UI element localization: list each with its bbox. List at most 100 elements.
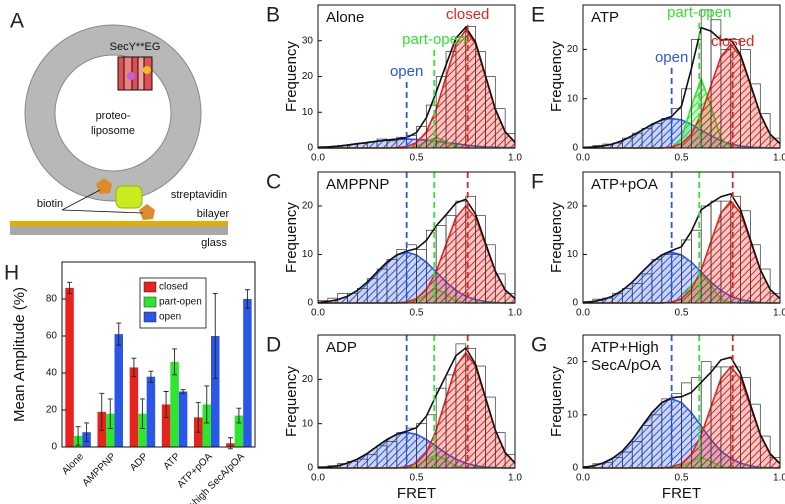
- bar: [178, 391, 188, 447]
- y-axis-label: Frequency: [548, 41, 565, 112]
- protein-helix: [137, 56, 145, 91]
- panel-letter: D: [266, 334, 281, 357]
- bar: [146, 376, 156, 447]
- x-tick-label: 0.0: [576, 153, 590, 164]
- pointer: [61, 209, 144, 214]
- bar: [161, 404, 171, 447]
- glass: [10, 226, 228, 235]
- error-bar: [131, 357, 137, 378]
- x-axis-label: FRET: [662, 485, 701, 502]
- error-bar: [67, 281, 73, 294]
- error-bar: [84, 422, 90, 442]
- y-tick-label: 20: [302, 201, 314, 212]
- biotin-label: biotin: [37, 198, 63, 210]
- y-tick-label: 20: [567, 356, 579, 367]
- error-bar: [236, 407, 242, 424]
- bar: [202, 404, 211, 447]
- biotin: [139, 204, 155, 220]
- state-label: closed: [446, 6, 489, 23]
- x-tick-label: ATP: [162, 451, 183, 472]
- y-tick-label: 10: [567, 93, 579, 104]
- x-tick-label: 0.5: [410, 308, 424, 319]
- streptavidin: [115, 185, 143, 209]
- x-tick-label: 0.0: [576, 473, 590, 484]
- legend-swatch: [143, 311, 157, 323]
- fit-total: [582, 192, 781, 304]
- bar: [129, 367, 139, 447]
- error-bar: [163, 391, 169, 418]
- y-tick-label: 20: [567, 44, 579, 55]
- bar: [234, 415, 244, 447]
- state-label: open: [390, 63, 423, 80]
- vesicle-label: proteo-: [96, 110, 131, 122]
- x-tick-label: 0.0: [311, 473, 325, 484]
- x-tick-label: 1.0: [773, 473, 785, 484]
- y-axis-label: Frequency: [548, 366, 565, 437]
- error-bar: [204, 385, 210, 424]
- x-tick-label: 1.0: [773, 153, 785, 164]
- legend-label: part-open: [159, 297, 202, 308]
- y-tick-label: 20: [46, 405, 58, 416]
- y-tick-label: 10: [567, 249, 579, 260]
- dye: [127, 72, 135, 80]
- condition-label: Alone: [326, 9, 364, 26]
- fit-total: [317, 198, 516, 304]
- bar: [211, 336, 220, 447]
- condition-label: ATP+pOA: [591, 176, 658, 193]
- bilayer: [10, 221, 228, 226]
- error-bar: [116, 322, 122, 346]
- x-tick-label: ADP: [128, 451, 151, 474]
- error-bar: [195, 402, 201, 433]
- state-label: part-open: [402, 31, 466, 48]
- error-bar: [180, 389, 186, 394]
- fit-total: [317, 346, 516, 469]
- liposome-outer: [24, 24, 202, 202]
- x-tick-label: 0.5: [675, 308, 689, 319]
- bar: [106, 413, 115, 447]
- y-tick-label: 10: [302, 249, 314, 260]
- legend-swatch: [143, 281, 157, 293]
- condition-label: AMPPNP: [326, 176, 389, 193]
- condition-label: SecA/pOA: [591, 357, 661, 374]
- error-bar: [107, 398, 113, 429]
- y-tick-label: 10: [302, 418, 314, 429]
- condition-label: ADP: [326, 339, 357, 356]
- y-axis-label: Frequency: [283, 41, 300, 112]
- error-bar: [139, 398, 145, 429]
- x-tick-label: 0.0: [311, 308, 325, 319]
- y-tick-label: 0: [572, 143, 578, 154]
- error-bar: [172, 348, 178, 376]
- bar: [138, 413, 147, 447]
- x-tick-label: 1.0: [508, 308, 522, 319]
- x-tick-label: 0.0: [311, 153, 325, 164]
- streptavidin-label: streptavidin: [171, 189, 227, 201]
- bar: [114, 334, 123, 447]
- x-tick-label: Alone: [60, 451, 86, 477]
- y-tick-label: 0: [572, 298, 578, 309]
- plot-frame: [61, 261, 256, 448]
- diagram: A SecY**EG proteo- liposome biotin strep…: [10, 10, 230, 249]
- panel-letter: B: [266, 4, 280, 27]
- y-tick-label: 10: [302, 107, 314, 118]
- condition-label: ATP+High: [591, 339, 659, 356]
- y-tick-label: 20: [567, 201, 579, 212]
- state-label: part-open: [667, 4, 731, 21]
- y-tick-label: 80: [46, 294, 58, 305]
- protein-label: SecY**EG: [110, 41, 161, 53]
- y-tick-label: 10: [567, 409, 579, 420]
- y-tick-label: 0: [51, 442, 57, 453]
- error-bar: [75, 426, 81, 446]
- bar: [170, 361, 179, 447]
- pointer: [61, 189, 101, 211]
- liposome-inner: [54, 54, 172, 172]
- panel-letter: F: [531, 171, 544, 194]
- state-label: open: [655, 49, 688, 66]
- x-tick-label: 0.5: [675, 473, 689, 484]
- fit-total: [317, 25, 516, 149]
- y-tick-label: 0: [307, 463, 313, 474]
- vesicle-label: liposome: [91, 125, 135, 137]
- panel-letter: H: [4, 262, 19, 285]
- y-tick-label: 30: [302, 35, 314, 46]
- error-bar: [212, 293, 218, 379]
